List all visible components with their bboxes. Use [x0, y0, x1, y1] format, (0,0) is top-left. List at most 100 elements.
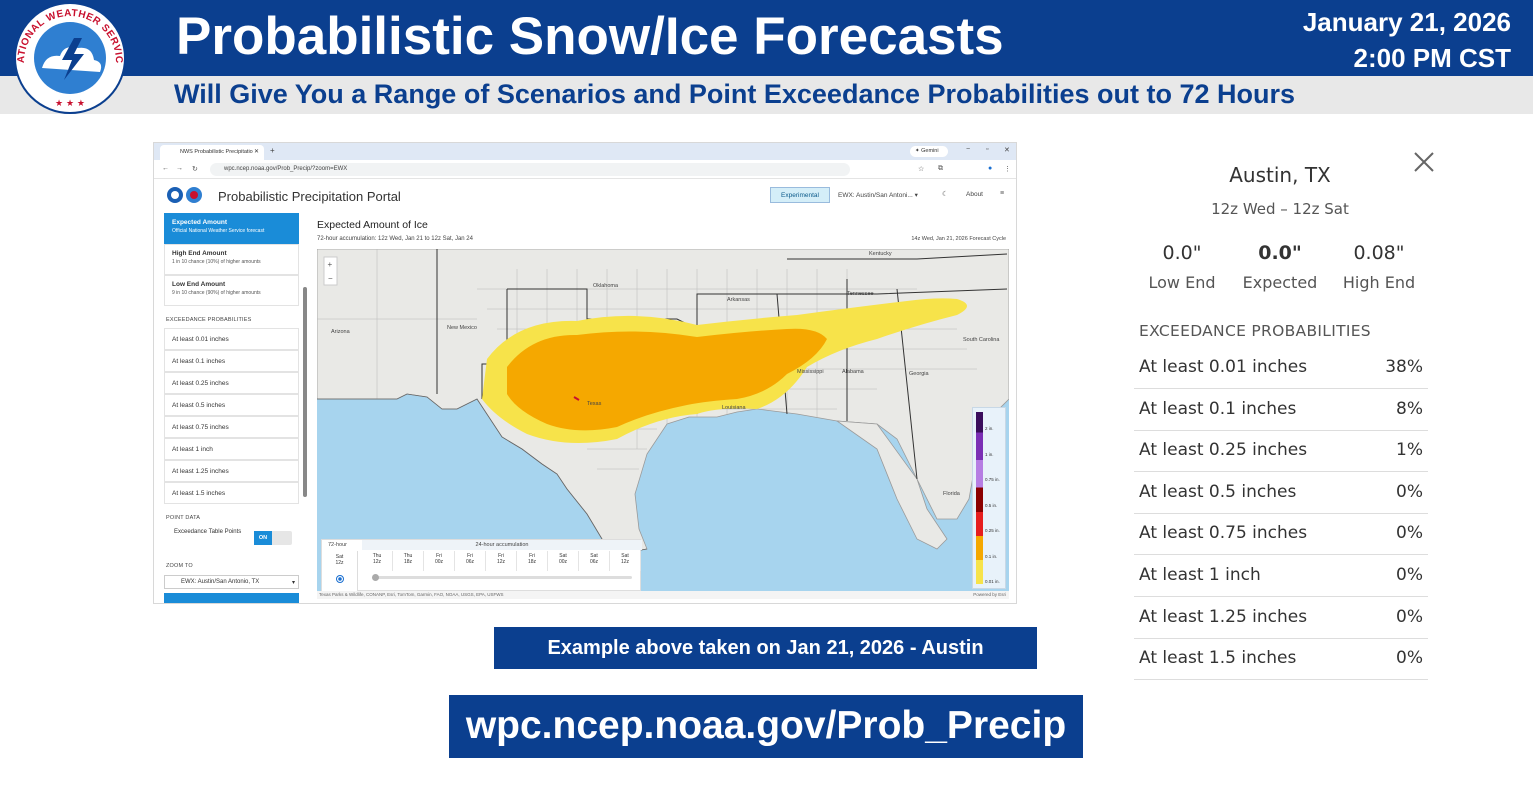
exceedance-row-percent: 0%	[1396, 523, 1423, 544]
label-mississippi: Mississippi	[797, 369, 824, 375]
exceedance-row-percent: 38%	[1385, 357, 1423, 377]
menu-low-end-amount[interactable]: Low End Amount 9 in 10 chance (90%) of hi…	[164, 275, 299, 306]
datetime: January 21, 2026 2:00 PM CST	[1303, 4, 1511, 76]
exceedance-row-label: At least 0.75 inches	[1139, 523, 1308, 544]
low-end-value: 0.0"	[1162, 242, 1202, 264]
high-end-label: High End	[1342, 273, 1416, 292]
tab-title: NWS Probabilistic Precipitatio	[180, 149, 253, 155]
label-georgia: Georgia	[909, 371, 930, 377]
menu-high-end-amount[interactable]: High End Amount 1 in 10 chance (10%) of h…	[164, 244, 299, 275]
exceedance-row-percent: 0%	[1396, 648, 1423, 669]
close-icon[interactable]	[1412, 150, 1436, 174]
label-oklahoma: Oklahoma	[593, 283, 619, 289]
exceedance-row-percent: 0%	[1396, 565, 1423, 585]
tab-close-icon[interactable]: ✕	[253, 149, 259, 155]
zoom-select[interactable]: EWX: Austin/San Antonio, TX ▾	[164, 575, 299, 589]
subtitle-bar	[0, 76, 1533, 114]
exceedance-row: At least 1 inch 0%	[1134, 555, 1428, 597]
dark-mode-icon[interactable]: ☾	[942, 191, 949, 198]
time-slot[interactable]: Sat 06z	[579, 551, 610, 571]
radio-72[interactable]	[336, 575, 344, 583]
zoom-in-icon[interactable]: +	[328, 260, 333, 269]
forecast-cycle: 14z Wed, Jan 21, 2026 Forecast Cycle	[911, 236, 1006, 242]
minimize-icon[interactable]: −	[966, 146, 971, 153]
new-tab-icon[interactable]: +	[270, 146, 275, 155]
point-period: 12z Wed – 12z Sat	[1211, 200, 1349, 218]
time-72-label: 72-hour	[328, 542, 347, 548]
legend-label: 1 in.	[985, 451, 994, 457]
exceedance-row: At least 0.75 inches 0%	[1134, 513, 1428, 556]
about-link[interactable]: About	[966, 191, 983, 198]
profile-icon[interactable]: ●	[988, 165, 993, 172]
close-window-icon[interactable]: ✕	[1004, 147, 1010, 154]
low-end-label: Low End	[1148, 273, 1216, 292]
url-banner[interactable]: wpc.ncep.noaa.gov/Prob_Precip	[449, 695, 1083, 758]
gemini-button[interactable]: ✦ Gemini	[910, 146, 948, 157]
url-field[interactable]: wpc.ncep.noaa.gov/Prob_Precip/?zoom=EWX	[210, 163, 850, 176]
ice-map[interactable]: Oklahoma Arkansas Tennessee Kentucky New…	[317, 249, 1009, 592]
map-title: Expected Amount of Ice	[317, 219, 428, 231]
label-south-carolina: South Carolina	[963, 337, 1000, 343]
experimental-badge[interactable]: Experimental	[770, 187, 830, 203]
time-slot[interactable]: Thu 12z	[362, 551, 393, 571]
exceedance-item[interactable]: At least 0.01 inches	[164, 328, 299, 350]
exceedance-item[interactable]: At least 1 inch	[164, 438, 299, 460]
time-24-label: 24-hour accumulation	[362, 540, 642, 550]
low-end-stat: 0.0" Low End	[1132, 242, 1232, 292]
exceedance-item[interactable]: At least 0.5 inches	[164, 394, 299, 416]
time-slot[interactable]: Fri 18z	[517, 551, 548, 571]
shareable-image-button[interactable]	[164, 593, 299, 603]
browser-tab[interactable]: NWS Probabilistic Precipitatio ✕	[160, 145, 264, 160]
menu-expected-amount[interactable]: Expected Amount Official National Weather…	[164, 213, 299, 244]
office-select[interactable]: EWX: Austin/San Antoni... ▾	[838, 192, 918, 199]
time-slot[interactable]: Fri 06z	[455, 551, 486, 571]
time-slider-handle[interactable]	[372, 574, 379, 581]
maximize-icon[interactable]: ▫	[986, 146, 989, 153]
high-end-stat: 0.08" High End	[1329, 242, 1429, 292]
exceedance-row: At least 0.5 inches 0%	[1134, 472, 1428, 514]
label-new-mexico: New Mexico	[447, 325, 477, 331]
reload-icon[interactable]: ↻	[192, 166, 198, 173]
extensions-icon[interactable]: ⧉	[938, 165, 943, 172]
label-texas: Texas	[587, 401, 602, 407]
exceedance-points-toggle[interactable]: ON	[254, 531, 292, 545]
point-city: Austin, TX	[1229, 163, 1331, 187]
expected-stat: 0.0" Expected	[1230, 242, 1330, 292]
forward-icon[interactable]: →	[176, 165, 183, 172]
exceedance-item[interactable]: At least 0.1 inches	[164, 350, 299, 372]
time-slot[interactable]: Thu 18z	[393, 551, 424, 571]
exceedance-row-label: At least 1.25 inches	[1139, 606, 1308, 627]
address-bar: ← → ↻ wpc.ncep.noaa.gov/Prob_Precip/?zoo…	[154, 160, 1016, 179]
time-slot[interactable]: Sat 12z	[610, 551, 641, 571]
legend-label: 0.25 in.	[985, 528, 1000, 533]
high-end-value: 0.08"	[1353, 242, 1405, 264]
exceedance-item[interactable]: At least 0.25 inches	[164, 372, 299, 394]
exceedance-item[interactable]: At least 0.75 inches	[164, 416, 299, 438]
label-tennessee: Tennessee	[847, 291, 874, 297]
exceedance-row: At least 1.25 inches 0%	[1134, 597, 1428, 639]
page-title: Probabilistic Snow/Ice Forecasts	[176, 7, 1004, 66]
exceedance-row-percent: 1%	[1396, 440, 1423, 461]
time-slot[interactable]: Fri 12z	[486, 551, 517, 571]
zoom-out-icon[interactable]: −	[328, 274, 333, 283]
sidebar-scrollbar[interactable]	[303, 287, 307, 497]
exceedance-row: At least 1.5 inches 0%	[1134, 638, 1428, 681]
time-slot[interactable]: Fri 00z	[424, 551, 455, 571]
menu-icon[interactable]: ≡	[1000, 190, 1005, 197]
time-slot[interactable]: Sat 00z	[548, 551, 579, 571]
label-arkansas: Arkansas	[727, 297, 750, 303]
browser-menu-icon[interactable]: ⋮	[1004, 166, 1011, 173]
noaa-nws-icons	[167, 187, 202, 203]
exceedance-item[interactable]: At least 1.5 inches	[164, 482, 299, 504]
back-icon[interactable]: ←	[162, 165, 169, 172]
ice-legend: 2 in. 1 in. 0.75 in. 0.5 in. 0.25 in. 0.1 in.…	[972, 407, 1006, 589]
label-arizona: Arizona	[331, 329, 351, 335]
bookmark-icon[interactable]: ☆	[918, 166, 925, 173]
example-caption: Example above taken on Jan 21, 2026 - Au…	[494, 627, 1037, 669]
legend-label: 0.5 in.	[985, 502, 998, 508]
time-slider-track[interactable]	[374, 576, 632, 579]
exceedance-item[interactable]: At least 1.25 inches	[164, 460, 299, 482]
time-72-slot[interactable]: Sat 12z	[322, 551, 358, 591]
expected-value: 0.0"	[1258, 242, 1302, 264]
